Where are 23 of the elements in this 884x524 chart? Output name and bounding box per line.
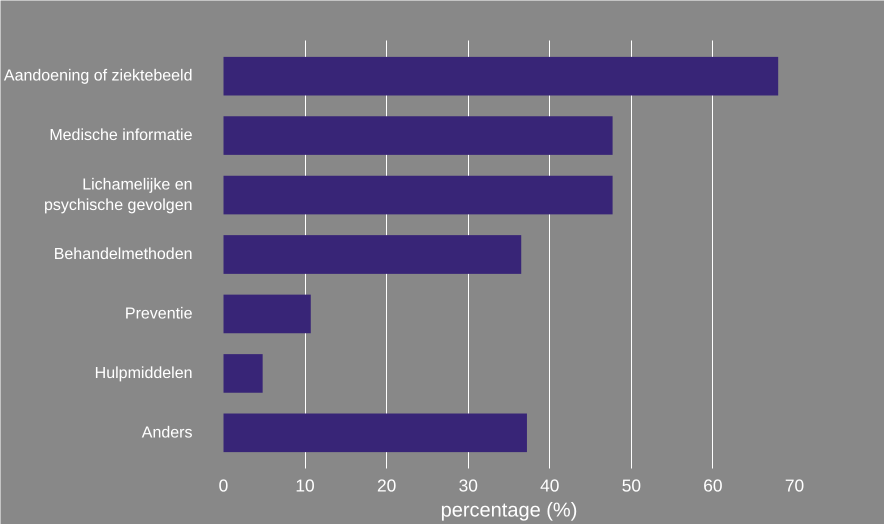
y-tick-label: Aandoening of ziektebeeld xyxy=(4,68,192,85)
x-tick-label: 30 xyxy=(458,476,478,496)
bar xyxy=(224,294,311,334)
x-axis-title: percentage (%) xyxy=(440,500,578,522)
y-tick-label: Anders xyxy=(142,424,193,442)
bar xyxy=(224,56,778,96)
x-tick-label: 10 xyxy=(295,476,315,496)
y-tick-label: Hulpmiddelen xyxy=(94,364,193,382)
x-tick-label: 50 xyxy=(622,476,641,496)
y-tick-label: Behandelmethoden xyxy=(54,246,192,263)
y-tick-label: Medische informatie xyxy=(49,127,193,144)
bar xyxy=(224,116,613,155)
x-tick-label: 70 xyxy=(784,476,804,496)
x-tick-label: 0 xyxy=(218,476,228,496)
x-tick-label: 20 xyxy=(377,476,396,496)
bar xyxy=(224,235,522,274)
y-tick-label: Lichamelijke en psychische gevolgen xyxy=(44,176,193,214)
x-tick-label: 40 xyxy=(540,476,560,496)
y-tick-label: Preventie xyxy=(124,305,193,322)
bar xyxy=(224,176,613,214)
bar xyxy=(224,354,263,393)
x-tick-label: 60 xyxy=(703,476,723,496)
bar xyxy=(224,414,527,452)
